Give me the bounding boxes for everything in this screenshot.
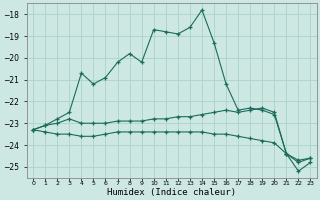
X-axis label: Humidex (Indice chaleur): Humidex (Indice chaleur) xyxy=(107,188,236,197)
